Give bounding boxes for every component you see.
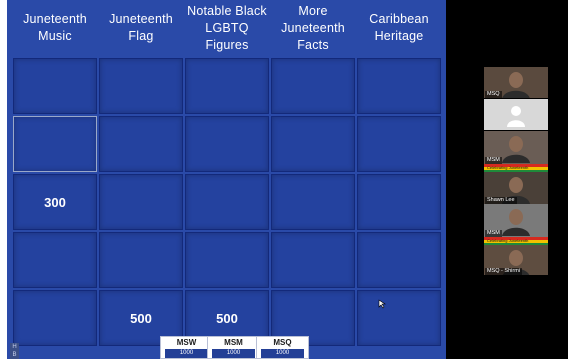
person-video-icon	[502, 72, 530, 98]
participant-name: MSQ - Shirmi	[485, 268, 522, 275]
question-tile[interactable]: 400	[185, 232, 269, 288]
participant-name: MSQ	[485, 91, 502, 98]
banner-text: Celebrating Juneteenth	[487, 165, 529, 170]
question-tile[interactable]: 300	[357, 174, 441, 230]
category-header: Caribbean Heritage	[369, 12, 429, 43]
question-tile[interactable]: 500	[13, 290, 97, 346]
person-video-icon	[502, 136, 530, 163]
participant-tile[interactable]: MSQ - Shirmi	[484, 245, 548, 275]
jeopardy-board: Juneteenth Music Juneteenth Flag Notable B…	[7, 0, 446, 359]
question-tile[interactable]: 200	[271, 116, 355, 172]
question-tile[interactable]: 300	[185, 174, 269, 230]
question-tile[interactable]: 500	[357, 290, 441, 346]
question-tile[interactable]: 500	[99, 290, 183, 346]
question-tile[interactable]: 100	[185, 58, 269, 114]
question-tile[interactable]: 300	[271, 174, 355, 230]
team-score-card: MSQ 1000	[256, 336, 309, 359]
question-tile[interactable]: 200	[185, 116, 269, 172]
mouse-cursor-icon	[378, 299, 386, 309]
question-tile[interactable]: 400	[271, 232, 355, 288]
question-tile[interactable]: 100	[271, 58, 355, 114]
team-name: MSM	[224, 338, 243, 347]
participant-tile[interactable]: Celebrating Juneteenth	[484, 237, 548, 245]
question-tile[interactable]: 100	[13, 58, 97, 114]
participant-name: MSM	[485, 157, 502, 164]
team-score-card: MSW 1000	[160, 336, 213, 359]
participant-name: MSM	[485, 230, 502, 237]
category-header: More Juneteenth Facts	[281, 3, 345, 52]
question-tile[interactable]: 300	[13, 174, 97, 230]
category-header: Juneteenth Music	[23, 12, 87, 43]
question-tile[interactable]: 100	[99, 58, 183, 114]
team-score: 1000	[261, 349, 304, 358]
user-avatar-icon	[507, 106, 525, 127]
category-header: Notable Black LGBTQ Figures	[187, 3, 267, 52]
team-score: 1000	[212, 349, 255, 358]
participant-tile[interactable]: MSQ	[484, 67, 548, 98]
participant-tile[interactable]: MSM	[484, 131, 548, 164]
category-header: Juneteenth Flag	[109, 12, 173, 43]
question-tile[interactable]: 300	[99, 174, 183, 230]
team-score: 1000	[165, 349, 208, 358]
team-name: MSW	[176, 338, 197, 347]
question-tile[interactable]: 400	[357, 232, 441, 288]
person-video-icon	[502, 209, 530, 236]
participant-name: Shawn Lee	[485, 197, 517, 204]
question-tile[interactable]: 200	[13, 116, 97, 172]
banner-text: Celebrating Juneteenth	[487, 238, 529, 243]
participant-tile[interactable]: MSM	[484, 204, 548, 237]
question-tile[interactable]: 200	[99, 116, 183, 172]
team-score-card: MSM 1000	[207, 336, 260, 359]
question-tile[interactable]: 200	[357, 116, 441, 172]
team-name: MSQ	[273, 338, 292, 347]
participant-tile[interactable]	[484, 99, 548, 130]
participant-tile[interactable]: Celebrating Juneteenth	[484, 164, 548, 172]
participant-tile[interactable]: Shawn Lee	[484, 172, 548, 204]
participant-video-panel: MSQ MSM Celebrating Juneteenth Shawn Lee MSM…	[446, 0, 568, 359]
question-tile[interactable]: 400	[99, 232, 183, 288]
side-panel-tab[interactable]: H B	[10, 343, 19, 359]
question-tile[interactable]: 400	[13, 232, 97, 288]
question-tile[interactable]: 100	[357, 58, 441, 114]
